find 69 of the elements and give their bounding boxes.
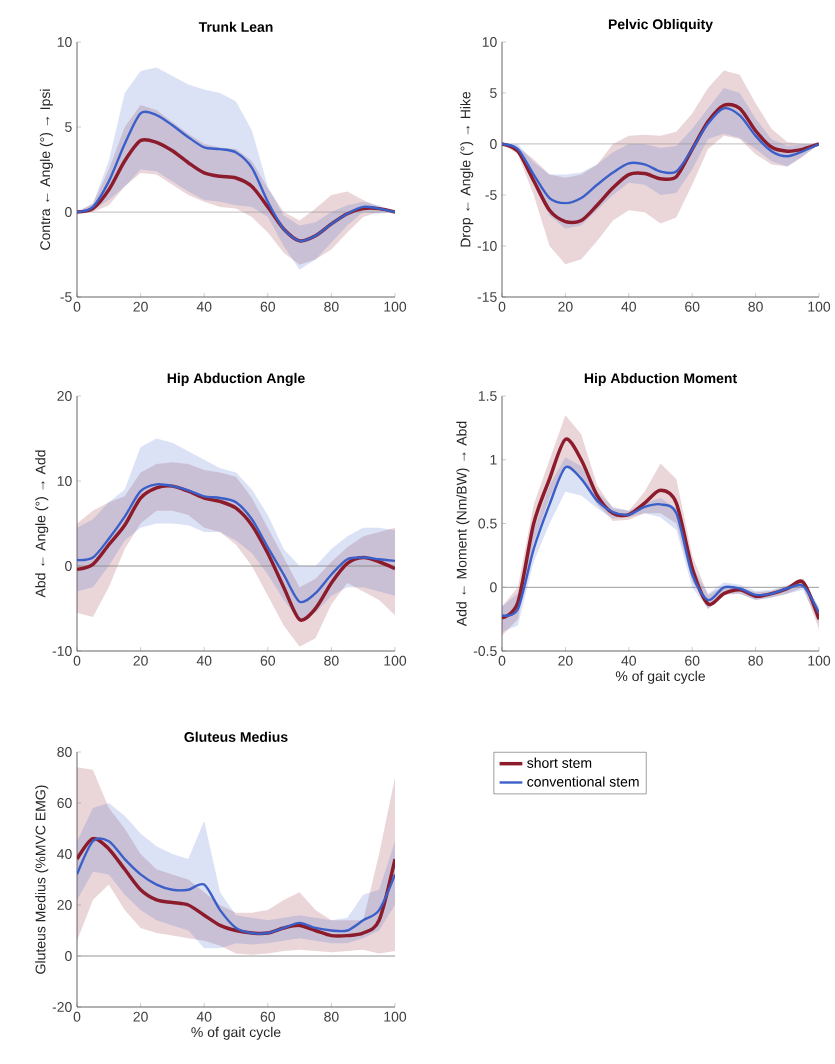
y-tick-label: 0 (65, 951, 72, 961)
chart-title: Gluteus Medius (184, 731, 288, 742)
x-tick-label: 60 (260, 301, 275, 312)
y-axis-title: Abd ← Angle (°) → Add (35, 450, 49, 598)
y-tick-label: 0 (490, 582, 497, 593)
x-axis-title: % of gait cycle (191, 1026, 281, 1040)
x-tick-label: 80 (748, 301, 763, 312)
y-tick-label: -5 (60, 292, 72, 302)
x-tick-label: 20 (558, 301, 573, 312)
y-axis-title: Drop ← Angle (°) → Hike (460, 91, 474, 247)
y-tick-label: 1.5 (478, 391, 497, 401)
x-tick-label: 20 (558, 655, 573, 666)
y-tick-label: -15 (477, 292, 497, 302)
x-tick-label: 80 (748, 655, 763, 666)
x-tick-label: 100 (384, 655, 407, 666)
x-tick-label: 100 (384, 301, 407, 312)
y-tick-label: 10 (482, 37, 497, 47)
y-tick-label: 0.5 (478, 518, 497, 529)
x-tick-label: 80 (324, 655, 339, 666)
x-tick-label: 0 (73, 301, 81, 312)
legend-label: conventional stem (527, 776, 639, 787)
y-tick-label: 40 (56, 849, 72, 859)
y-tick-label: 5 (490, 88, 497, 98)
y-tick-label: 20 (57, 391, 72, 401)
y-axis-title: Add ← Moment (Nm/BW) → Abd (456, 421, 470, 627)
x-tick-label: 0 (73, 655, 81, 666)
y-tick-label: -20 (52, 1002, 72, 1012)
x-tick-label: 40 (196, 655, 212, 666)
x-tick-label: 60 (685, 301, 700, 312)
y-tick-label: 1 (490, 454, 497, 465)
x-tick-label: 60 (260, 655, 275, 666)
y-tick-label: -10 (477, 241, 497, 251)
x-tick-label: 80 (324, 301, 339, 312)
y-tick-label: 0 (65, 561, 72, 571)
y-tick-label: 20 (57, 900, 72, 910)
x-tick-label: 80 (324, 1011, 339, 1022)
x-tick-label: 0 (498, 301, 506, 312)
y-tick-label: -5 (485, 190, 497, 200)
x-axis-title: % of gait cycle (615, 670, 705, 684)
y-tick-label: -10 (52, 646, 72, 656)
y-tick-label: 10 (57, 476, 72, 486)
y-tick-label: 0 (65, 207, 72, 217)
x-tick-label: 60 (685, 655, 700, 666)
x-tick-label: 40 (196, 1011, 212, 1022)
y-axis-title: Gluteus Medius (%MVC EMG) (35, 785, 49, 974)
x-tick-label: 20 (133, 655, 148, 666)
chart-title: Hip Abduction Angle (167, 372, 305, 386)
y-tick-label: 60 (57, 798, 72, 808)
x-tick-label: 60 (260, 1011, 275, 1022)
chart-title: Hip Abduction Moment (584, 372, 737, 386)
y-tick-label: 80 (57, 747, 72, 757)
y-tick-label: -0.5 (473, 646, 497, 656)
chart-title: Pelvic Obliquity (608, 18, 713, 32)
y-axis-title: Contra ← Angle (°) → Ipsi (39, 89, 53, 250)
y-tick-label: 0 (490, 139, 497, 149)
x-tick-label: 20 (133, 301, 148, 312)
x-tick-label: 40 (621, 301, 636, 312)
x-tick-label: 100 (808, 655, 831, 666)
x-tick-label: 100 (808, 301, 831, 312)
x-tick-label: 20 (133, 1011, 148, 1022)
y-tick-label: 5 (65, 122, 72, 132)
x-tick-label: 40 (196, 301, 212, 312)
y-tick-label: 10 (57, 37, 72, 47)
x-tick-label: 0 (498, 655, 506, 666)
chart-title: Trunk Lean (198, 21, 273, 32)
legend-label: short stem (527, 757, 592, 768)
x-tick-label: 40 (621, 655, 636, 666)
x-tick-label: 0 (73, 1011, 81, 1022)
x-tick-label: 100 (384, 1011, 407, 1022)
